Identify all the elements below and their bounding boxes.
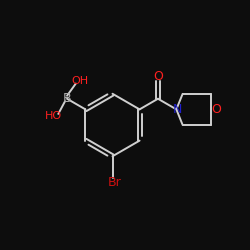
Text: B: B — [63, 92, 71, 105]
Text: O: O — [153, 70, 163, 83]
Text: N: N — [172, 103, 182, 116]
Text: HO: HO — [45, 111, 62, 121]
Text: O: O — [212, 103, 221, 116]
Text: Br: Br — [108, 176, 122, 188]
Text: OH: OH — [71, 76, 88, 86]
